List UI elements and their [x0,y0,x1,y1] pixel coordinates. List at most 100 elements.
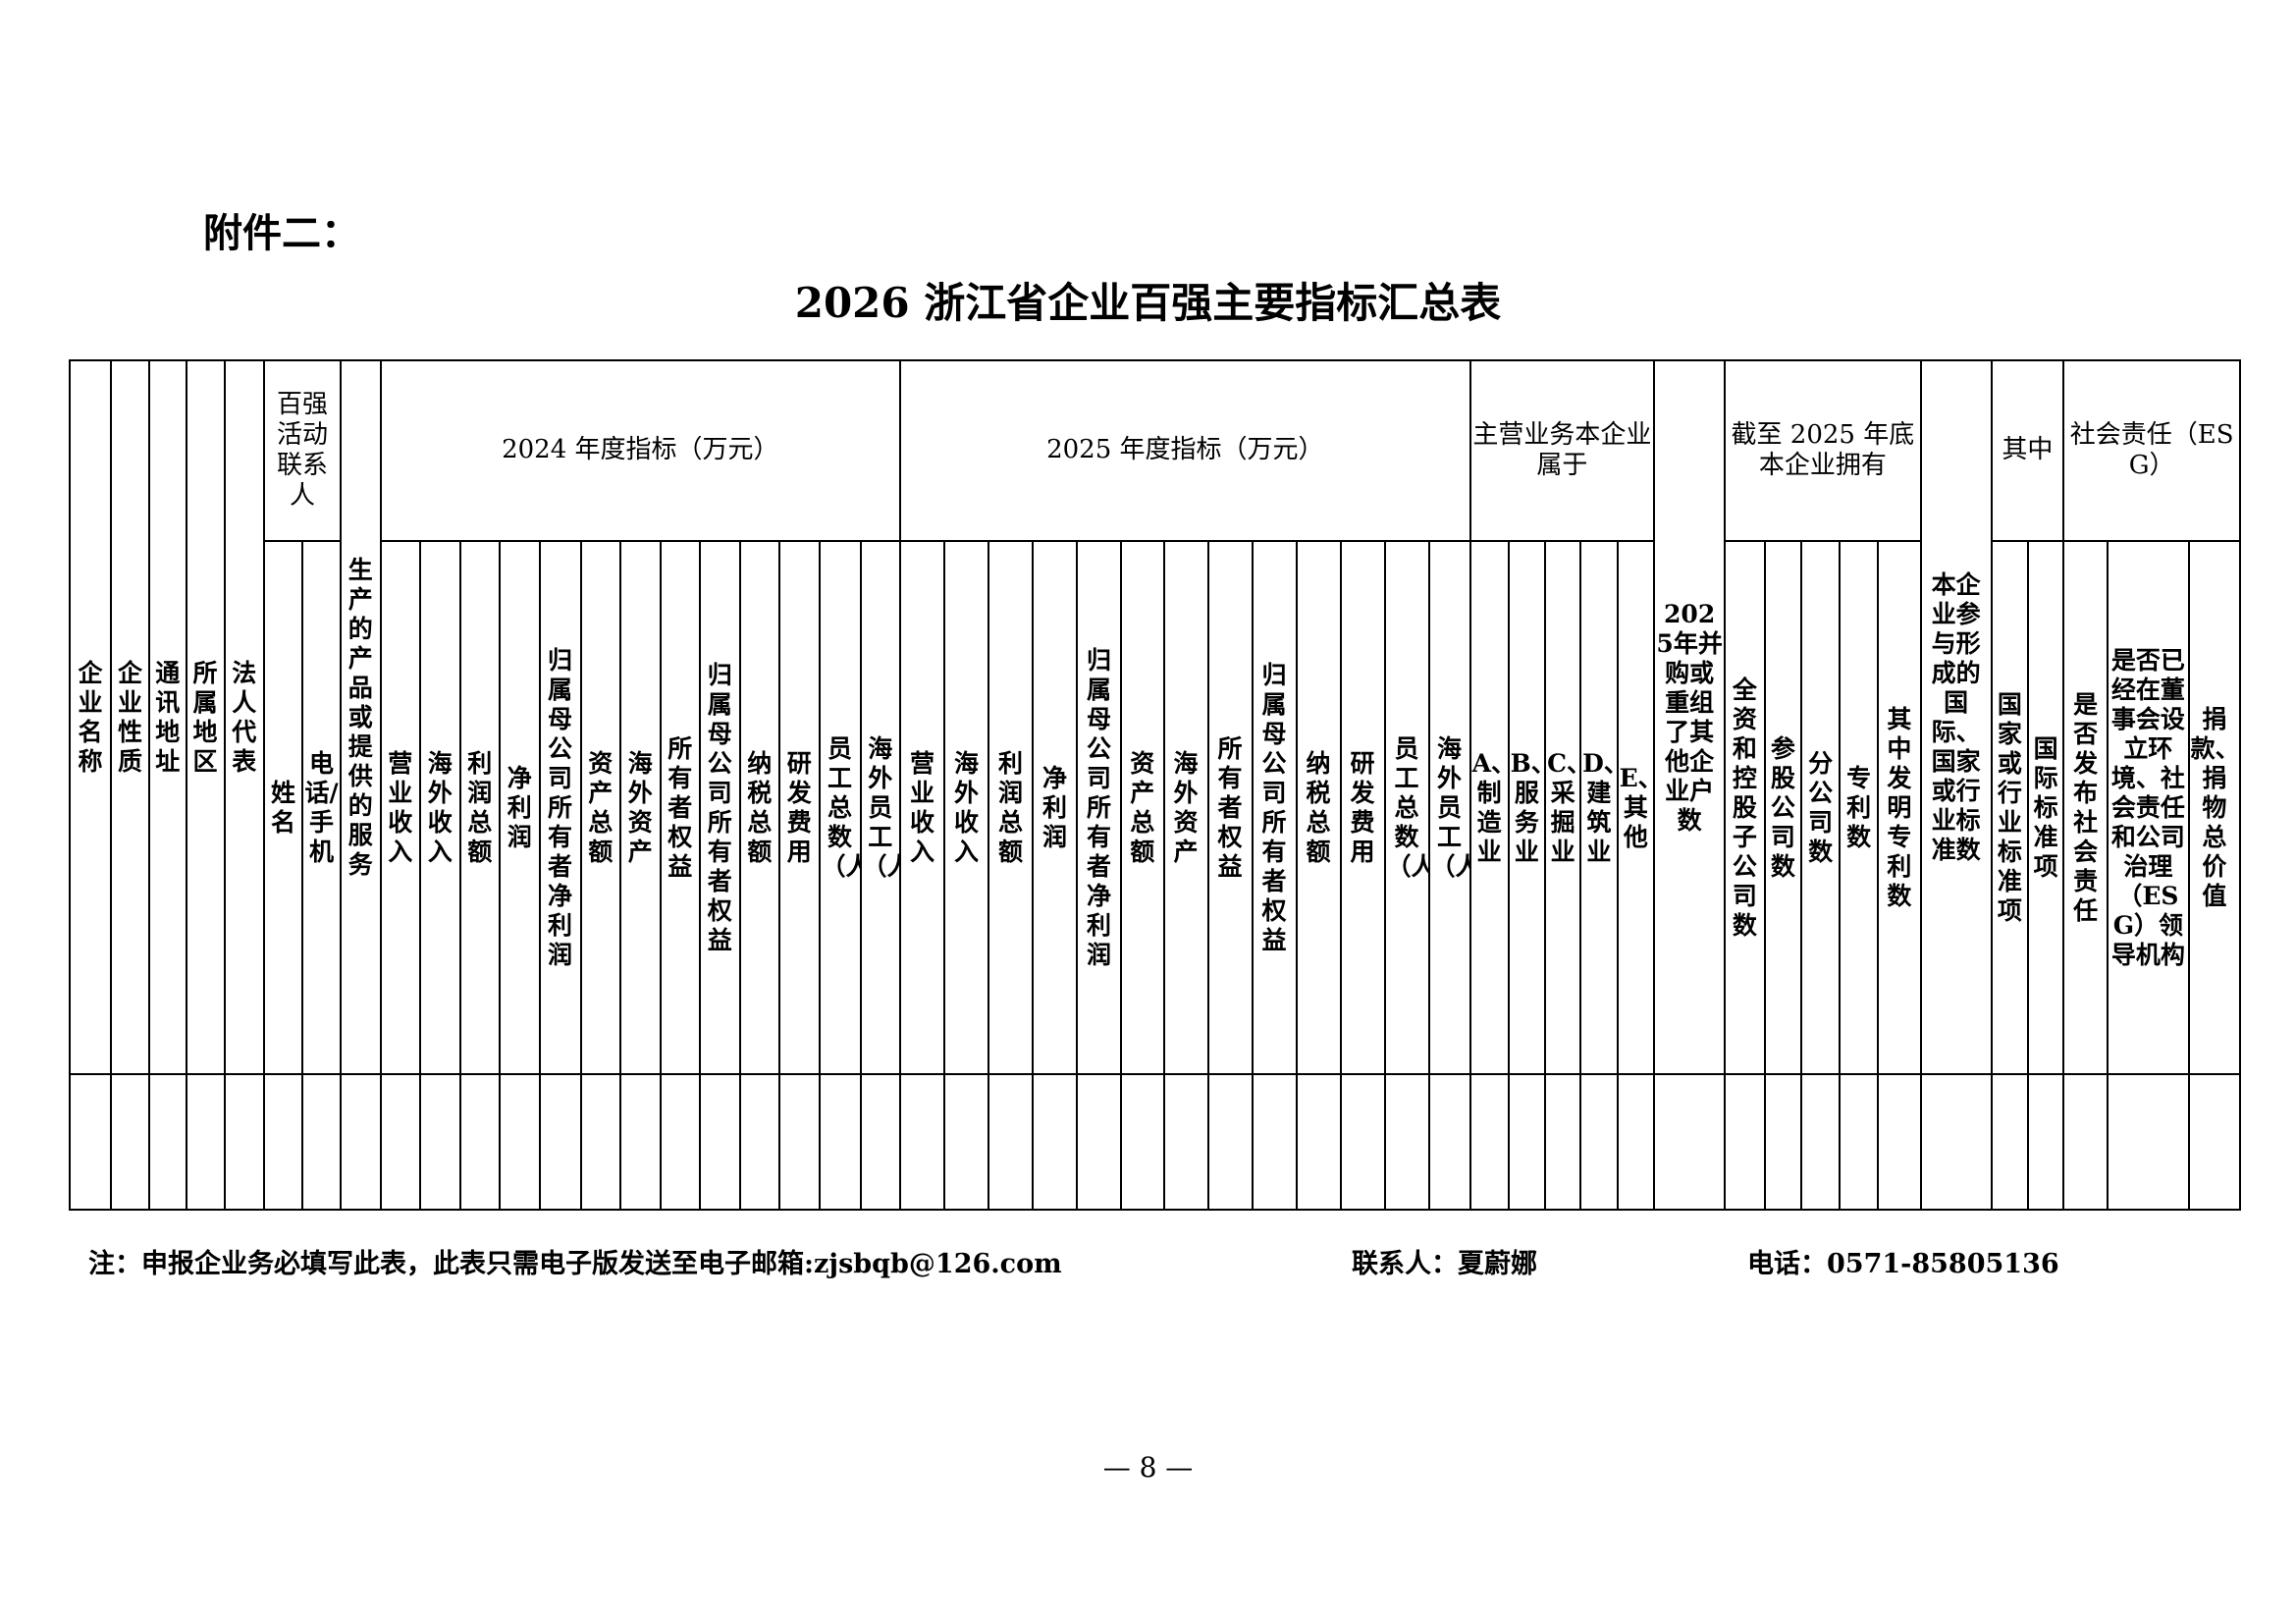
table-cell[interactable] [659,1073,702,1211]
table-cell[interactable] [2027,1073,2065,1211]
table-cell[interactable] [699,1073,741,1211]
column-group-header: 社会责任（ESG） [2062,359,2242,542]
table-cell[interactable] [1990,1073,2030,1211]
table-cell[interactable] [1295,1073,1342,1211]
table-cell[interactable] [2187,1073,2242,1211]
summary-table: 企业名称 企业性质 通讯地址 所属地区 法人代表 百强活动联系人 生产的产品或提供的服务 20… [69,359,2242,1211]
column-header: 分公司数 [1800,540,1842,1075]
column-header: 是否已经在董事会设立环境、社会责任和公司治理（ESG）领导机构 [2107,540,2190,1075]
table-cell[interactable] [1653,1073,1727,1211]
column-header: 资产总额 [579,540,622,1075]
column-header: 海外资产 [1162,540,1209,1075]
column-header: 研发费用 [778,540,821,1075]
column-header: 海外员工（人） [859,540,902,1075]
table-cell[interactable] [1839,1073,1880,1211]
column-group-header: 2024 年度指标（万元） [379,359,902,542]
column-header: 国家或行业标准项 [1990,540,2030,1075]
column-header: B、服务业 [1507,540,1547,1075]
footer-note: 注：申报企业务必填写此表，此表只需电子版发送至电子邮箱:zjsbqb@126.c… [88,1249,1062,1279]
table-cell[interactable] [1800,1073,1842,1211]
table-cell[interactable] [223,1073,265,1211]
table-cell[interactable] [738,1073,781,1211]
table-cell[interactable] [1251,1073,1298,1211]
column-header: 法人代表 [223,359,265,1075]
footer-phone: 电话：0571-85805136 [1747,1249,2059,1279]
column-header: E、其他 [1616,540,1656,1075]
table-cell[interactable] [1616,1073,1656,1211]
column-header: 纳税总额 [1295,540,1342,1075]
table-cell[interactable] [1544,1073,1582,1211]
column-header: 所有者权益 [1206,540,1254,1075]
table-cell[interactable] [1206,1073,1254,1211]
column-header: 归属母公司所有者净利润 [538,540,582,1075]
attachment-label: 附件二： [203,210,360,256]
column-header: 研发费用 [1339,540,1386,1075]
table-cell[interactable] [1120,1073,1165,1211]
table-cell[interactable] [899,1073,946,1211]
column-header: 海外员工（人） [1427,540,1471,1075]
table-cell[interactable] [1724,1073,1766,1211]
table-cell[interactable] [2062,1073,2109,1211]
table-cell[interactable] [1427,1073,1471,1211]
table-cell[interactable] [1919,1073,1993,1211]
table-cell[interactable] [148,1073,187,1211]
column-header: 所有者权益 [659,540,702,1075]
table-cell[interactable] [778,1073,821,1211]
column-header: 企业名称 [69,359,112,1075]
table-cell[interactable] [110,1073,150,1211]
table-cell[interactable] [1763,1073,1803,1211]
table-cell[interactable] [1162,1073,1209,1211]
table-cell[interactable] [300,1073,343,1211]
column-header: 本企业参与形成的国际、国家或行业标准数 [1919,359,1993,1075]
column-header: 国际标准项 [2027,540,2065,1075]
column-header: 利润总额 [458,540,502,1075]
table-cell[interactable] [943,1073,990,1211]
table-cell[interactable] [988,1073,1035,1211]
page-title: 2026 浙江省企业百强主要指标汇总表 [794,279,1502,327]
table-cell[interactable] [619,1073,662,1211]
table-cell[interactable] [1579,1073,1619,1211]
column-header: 营业收入 [379,540,422,1075]
table-cell[interactable] [579,1073,622,1211]
column-header: 专利数 [1839,540,1880,1075]
column-header: 员工总数（人） [818,540,862,1075]
table-cell[interactable] [458,1073,502,1211]
column-header: 生产的产品或提供的服务 [340,359,382,1075]
table-cell[interactable] [185,1073,226,1211]
column-header: 归属母公司所有者权益 [1251,540,1298,1075]
page-number: — 8 — [1102,1451,1194,1484]
table-cell[interactable] [818,1073,862,1211]
table-cell[interactable] [263,1073,303,1211]
column-header: C、采掘业 [1544,540,1582,1075]
table-cell[interactable] [379,1073,422,1211]
table-cell[interactable] [69,1073,112,1211]
column-header: 净利润 [499,540,541,1075]
column-header: 通讯地址 [148,359,187,1075]
table-cell[interactable] [1468,1073,1510,1211]
column-header: 海外收入 [419,540,461,1075]
table-cell[interactable] [419,1073,461,1211]
table-cell[interactable] [1032,1073,1079,1211]
table-cell[interactable] [859,1073,902,1211]
table-cell[interactable] [1076,1073,1123,1211]
column-header: 纳税总额 [738,540,781,1075]
column-header: 海外收入 [943,540,990,1075]
column-header: 利润总额 [988,540,1035,1075]
table-cell[interactable] [1383,1073,1430,1211]
column-header: 员工总数（人） [1383,540,1430,1075]
table-cell[interactable] [1507,1073,1547,1211]
column-group-header: 其中 [1990,359,2065,542]
column-header: 海外资产 [619,540,662,1075]
column-header: 资产总额 [1120,540,1165,1075]
column-header: 参股公司数 [1763,540,1803,1075]
column-header: 净利润 [1032,540,1079,1075]
column-header: 2025年并购或重组了其他企业户数 [1653,359,1727,1075]
table-cell[interactable] [2107,1073,2190,1211]
table-cell[interactable] [499,1073,541,1211]
table-cell[interactable] [1877,1073,1922,1211]
table-cell[interactable] [538,1073,582,1211]
table-cell[interactable] [340,1073,382,1211]
column-header: 所属地区 [185,359,226,1075]
column-header: 归属母公司所有者权益 [699,540,741,1075]
table-cell[interactable] [1339,1073,1386,1211]
